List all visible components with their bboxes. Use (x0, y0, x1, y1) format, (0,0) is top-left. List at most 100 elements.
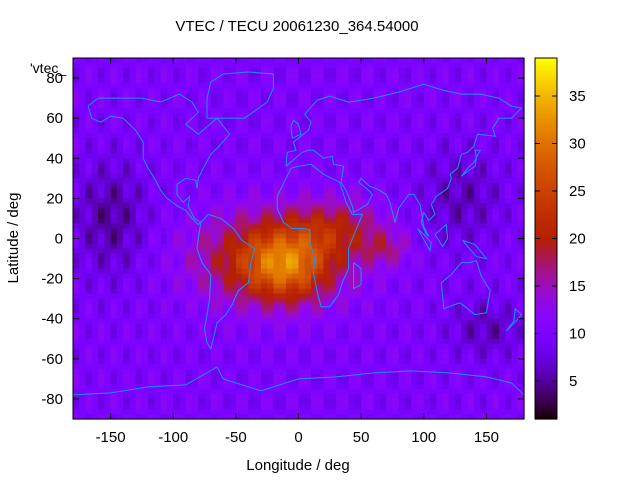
heatmap-cell (123, 148, 130, 154)
heatmap-cell (135, 378, 143, 385)
heatmap-cell (517, 123, 525, 129)
heatmap-cell (91, 348, 99, 355)
heatmap-cell (229, 63, 237, 69)
heatmap-cell (166, 233, 174, 240)
heatmap-cell (517, 373, 525, 380)
heatmap-cell (398, 163, 406, 169)
heatmap-cell (517, 193, 525, 199)
heatmap-cell (336, 208, 343, 215)
heatmap-cell (317, 373, 325, 380)
heatmap-cell (492, 98, 500, 104)
heatmap-cell (336, 138, 343, 144)
heatmap-cell (461, 263, 469, 270)
heatmap-cell (260, 193, 268, 199)
heatmap-cell (442, 323, 450, 330)
heatmap-cell (91, 108, 99, 114)
heatmap-cell (379, 313, 387, 320)
heatmap-cell (461, 228, 469, 235)
heatmap-cell (173, 283, 181, 290)
heatmap-cell (467, 398, 475, 405)
heatmap-cell (267, 138, 275, 144)
heatmap-cell (154, 213, 162, 220)
heatmap-cell (79, 193, 87, 199)
heatmap-cell (342, 363, 350, 370)
heatmap-cell (73, 303, 80, 310)
heatmap-cell (411, 73, 419, 79)
heatmap-cell (160, 213, 168, 220)
heatmap-cell (398, 213, 406, 220)
heatmap-cell (505, 268, 513, 275)
heatmap-cell (129, 208, 137, 215)
heatmap-cell (173, 388, 181, 395)
heatmap-cell (148, 138, 156, 144)
heatmap-cell (204, 58, 212, 64)
heatmap-cell (492, 288, 500, 295)
heatmap-cell (73, 158, 80, 164)
heatmap-cell (317, 398, 325, 405)
heatmap-cell (411, 218, 419, 225)
heatmap-cell (154, 273, 162, 280)
heatmap-cell (473, 118, 481, 124)
heatmap-cell (217, 403, 224, 410)
heatmap-cell (198, 233, 206, 240)
heatmap-cell (467, 138, 475, 144)
heatmap-cell (404, 283, 412, 290)
heatmap-cell (166, 103, 174, 109)
heatmap-cell (254, 293, 262, 300)
heatmap-cell (223, 353, 231, 360)
heatmap-cell (242, 233, 249, 240)
heatmap-cell (498, 158, 506, 164)
heatmap-cell (361, 263, 368, 270)
heatmap-cell (511, 238, 519, 245)
heatmap-cell (91, 383, 99, 390)
heatmap-cell (404, 373, 412, 380)
heatmap-cell (248, 268, 256, 275)
heatmap-cell (392, 273, 400, 280)
heatmap-cell (242, 208, 249, 215)
heatmap-cell (317, 198, 325, 204)
heatmap-cell (73, 308, 80, 315)
heatmap-cell (242, 303, 249, 310)
heatmap-cell (367, 393, 375, 400)
heatmap-cell (123, 123, 130, 129)
heatmap-cell (304, 93, 312, 99)
heatmap-cell (442, 333, 450, 340)
heatmap-cell (461, 133, 469, 139)
heatmap-cell (166, 368, 174, 375)
heatmap-cell (73, 173, 80, 179)
heatmap-cell (116, 233, 124, 240)
heatmap-cell (348, 88, 356, 94)
heatmap-cell (492, 293, 500, 300)
heatmap-cell (235, 208, 243, 215)
heatmap-cell (442, 273, 450, 280)
heatmap-cell (160, 68, 168, 74)
heatmap-cell (154, 348, 162, 355)
heatmap-cell (417, 323, 425, 330)
heatmap-cell (498, 338, 506, 345)
heatmap-cell (404, 138, 412, 144)
heatmap-cell (173, 238, 181, 245)
heatmap-cell (373, 183, 381, 189)
heatmap-cell (486, 313, 494, 320)
heatmap-cell (173, 268, 181, 275)
heatmap-cell (179, 138, 187, 144)
heatmap-cell (192, 233, 199, 240)
heatmap-cell (367, 223, 375, 230)
heatmap-cell (398, 323, 406, 330)
heatmap-cell (173, 178, 181, 184)
heatmap-cell (285, 358, 293, 365)
heatmap-cell (260, 263, 268, 270)
heatmap-cell (292, 353, 300, 360)
heatmap-cell (448, 168, 456, 174)
heatmap-cell (354, 308, 362, 315)
heatmap-cell (173, 218, 181, 225)
heatmap-cell (179, 268, 187, 275)
heatmap-cell (260, 213, 268, 220)
heatmap-cell (110, 178, 118, 184)
heatmap-cell (392, 328, 400, 335)
heatmap-cell (311, 373, 318, 380)
heatmap-cell (505, 128, 513, 134)
heatmap-cell (198, 113, 206, 119)
heatmap-cell (279, 393, 287, 400)
heatmap-cell (436, 393, 444, 400)
